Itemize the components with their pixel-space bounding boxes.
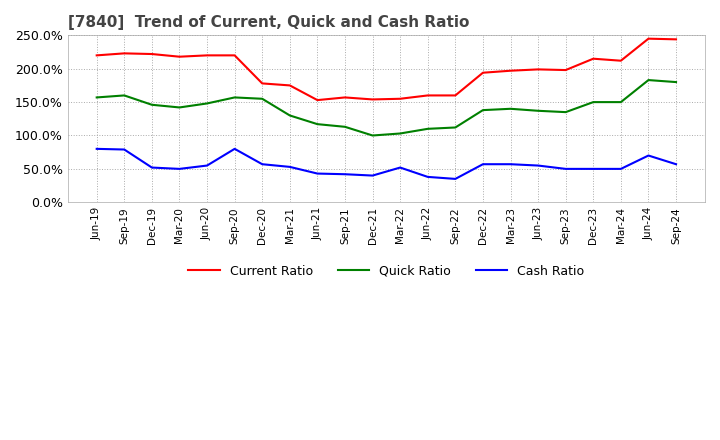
Current Ratio [175,54,184,59]
Current Ratio [451,93,459,98]
Quick Ratio [341,124,349,129]
Cash Ratio [562,166,570,172]
Cash Ratio [120,147,129,152]
Current Ratio [423,93,432,98]
Cash Ratio [479,161,487,167]
Current Ratio [672,37,680,42]
Current Ratio [148,51,156,57]
Cash Ratio [148,165,156,170]
Current Ratio [479,70,487,75]
Quick Ratio [451,125,459,130]
Cash Ratio [230,146,239,151]
Cash Ratio [589,166,598,172]
Text: [7840]  Trend of Current, Quick and Cash Ratio: [7840] Trend of Current, Quick and Cash … [68,15,469,30]
Quick Ratio [148,102,156,107]
Quick Ratio [396,131,405,136]
Cash Ratio [506,161,515,167]
Cash Ratio [286,164,294,169]
Quick Ratio [175,105,184,110]
Quick Ratio [203,101,212,106]
Current Ratio [203,53,212,58]
Current Ratio [120,51,129,56]
Line: Cash Ratio: Cash Ratio [96,149,676,179]
Quick Ratio [368,133,377,138]
Current Ratio [562,67,570,73]
Quick Ratio [534,108,542,114]
Quick Ratio [230,95,239,100]
Cash Ratio [341,172,349,177]
Quick Ratio [672,80,680,85]
Quick Ratio [120,93,129,98]
Current Ratio [506,68,515,73]
Current Ratio [313,98,322,103]
Quick Ratio [644,77,653,83]
Quick Ratio [286,113,294,118]
Current Ratio [368,97,377,102]
Cash Ratio [616,166,625,172]
Current Ratio [616,58,625,63]
Quick Ratio [92,95,101,100]
Quick Ratio [589,99,598,105]
Current Ratio [258,81,266,86]
Current Ratio [92,53,101,58]
Cash Ratio [396,165,405,170]
Quick Ratio [506,106,515,111]
Current Ratio [396,96,405,101]
Cash Ratio [175,166,184,172]
Cash Ratio [258,161,266,167]
Cash Ratio [451,176,459,182]
Quick Ratio [562,110,570,115]
Cash Ratio [92,146,101,151]
Current Ratio [644,36,653,41]
Current Ratio [286,83,294,88]
Current Ratio [589,56,598,61]
Quick Ratio [258,96,266,101]
Cash Ratio [672,161,680,167]
Legend: Current Ratio, Quick Ratio, Cash Ratio: Current Ratio, Quick Ratio, Cash Ratio [184,260,589,283]
Cash Ratio [644,153,653,158]
Current Ratio [230,53,239,58]
Cash Ratio [423,174,432,180]
Quick Ratio [479,107,487,113]
Cash Ratio [368,173,377,178]
Quick Ratio [313,121,322,127]
Cash Ratio [203,163,212,168]
Quick Ratio [616,99,625,105]
Cash Ratio [313,171,322,176]
Current Ratio [534,67,542,72]
Line: Current Ratio: Current Ratio [96,39,676,100]
Quick Ratio [423,126,432,132]
Current Ratio [341,95,349,100]
Line: Quick Ratio: Quick Ratio [96,80,676,136]
Cash Ratio [534,163,542,168]
